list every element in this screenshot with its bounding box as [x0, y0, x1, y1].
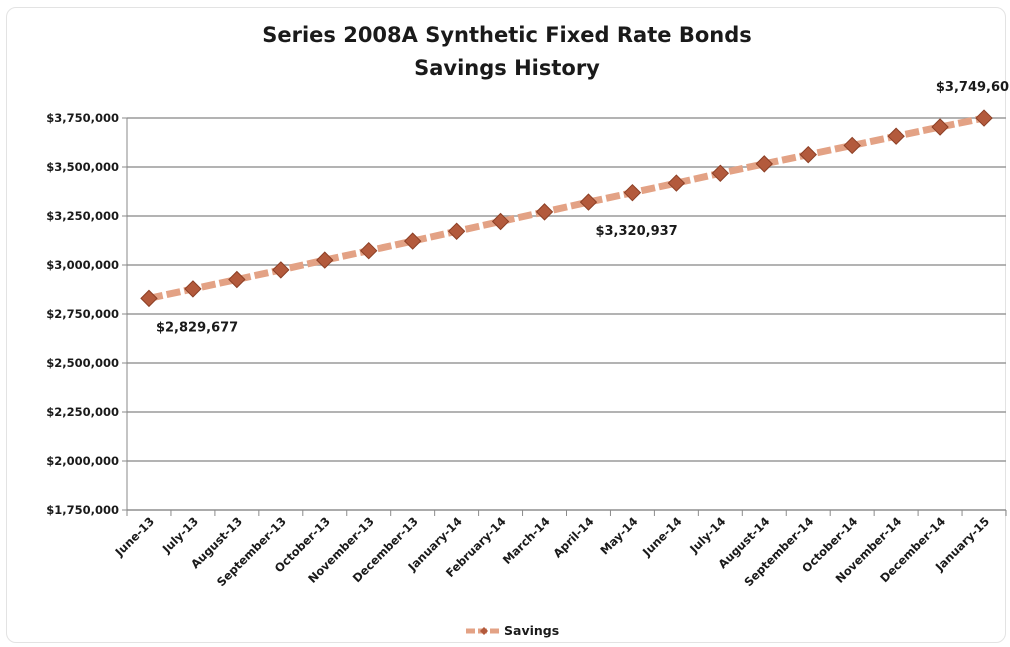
data-point-marker: [491, 212, 510, 231]
data-label: $3,320,937: [595, 224, 677, 239]
y-tick-label: $1,750,000: [46, 503, 119, 517]
x-tick-label: July-14: [686, 514, 728, 556]
data-point-marker: [316, 251, 334, 269]
data-point-marker: [579, 193, 598, 211]
data-point-marker: [403, 232, 422, 250]
x-tick-label: March-14: [500, 514, 553, 567]
data-point-marker: [799, 145, 817, 164]
chart-subtitle: Savings History: [414, 56, 600, 80]
data-label: $2,829,677: [156, 320, 238, 335]
data-point-marker: [360, 241, 378, 260]
chart-frame: [6, 7, 1006, 643]
data-point-marker: [447, 222, 466, 240]
data-point-marker: [711, 164, 730, 182]
chart-title: Series 2008A Synthetic Fixed Rate Bonds: [262, 23, 752, 47]
y-tick-label: $2,750,000: [46, 307, 119, 321]
y-tick-label: $3,250,000: [46, 209, 119, 223]
data-point-marker: [931, 118, 949, 136]
y-tick-label: $2,000,000: [46, 454, 119, 468]
y-tick-label: $2,500,000: [46, 356, 119, 370]
data-point-marker: [140, 289, 158, 308]
data-point-marker: [184, 280, 202, 298]
data-point-marker: [272, 261, 290, 279]
legend-label: Savings: [504, 623, 559, 638]
x-tick-label: July-13: [159, 514, 201, 556]
y-tick-label: $3,000,000: [46, 258, 119, 272]
y-tick-label: $3,750,000: [46, 111, 119, 125]
axes: $1,750,000 $2,000,000 $2,250,000 $2,500,000…: [46, 111, 1007, 589]
x-tick-label: April-14: [550, 514, 596, 560]
x-tick-label: June-14: [639, 514, 684, 559]
data-label: $3,749,603: [936, 80, 1010, 95]
data-point-marker: [535, 203, 554, 221]
y-tick-label: $3,500,000: [46, 160, 119, 174]
data-point-marker: [228, 270, 246, 289]
legend: Savings: [466, 623, 559, 638]
data-labels: $2,829,677 $3,320,937 $3,749,603: [156, 80, 1010, 335]
x-tick-label: May-14: [597, 514, 640, 557]
data-point-marker: [667, 174, 686, 192]
data-point-marker: [975, 109, 993, 127]
data-point-marker: [887, 127, 905, 145]
series-line: [148, 114, 985, 302]
series-savings: [140, 109, 993, 308]
data-point-marker: [843, 136, 861, 155]
gridlines: [127, 117, 1006, 511]
x-tick-label: June-13: [112, 514, 157, 559]
legend-marker-swatch: [480, 627, 488, 635]
data-point-marker: [755, 155, 773, 173]
y-tick-label: $2,250,000: [46, 405, 119, 419]
data-point-marker: [623, 183, 642, 202]
